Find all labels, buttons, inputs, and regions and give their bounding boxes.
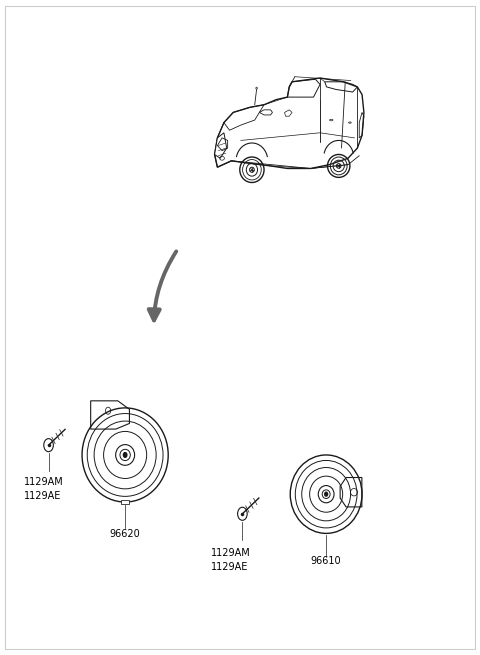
Ellipse shape	[350, 489, 358, 496]
Text: 1129AM: 1129AM	[211, 548, 251, 558]
Circle shape	[324, 492, 327, 496]
Polygon shape	[91, 401, 130, 429]
Polygon shape	[340, 477, 362, 507]
Text: 96610: 96610	[311, 556, 341, 567]
Polygon shape	[215, 133, 227, 159]
Circle shape	[238, 507, 247, 520]
Circle shape	[106, 407, 111, 414]
Circle shape	[44, 439, 53, 452]
Text: 1129AE: 1129AE	[24, 491, 61, 501]
Text: 1129AE: 1129AE	[211, 562, 249, 572]
Circle shape	[123, 453, 127, 457]
Polygon shape	[285, 110, 292, 116]
Polygon shape	[215, 78, 364, 168]
Text: 1129AM: 1129AM	[24, 477, 63, 487]
Polygon shape	[121, 500, 130, 504]
Text: 96620: 96620	[110, 529, 141, 539]
